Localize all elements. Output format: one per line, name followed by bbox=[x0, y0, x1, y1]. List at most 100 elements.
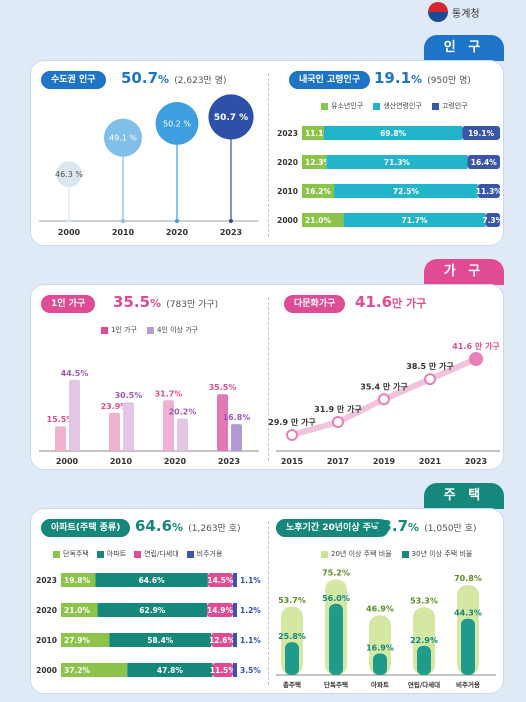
bar bbox=[177, 418, 188, 451]
bar-value-label: 12.3% bbox=[305, 158, 332, 167]
household-legend: 1인 가구 4인 이상 가구 bbox=[101, 325, 198, 335]
bar-segment bbox=[323, 126, 463, 140]
x-tick-label: 2023 bbox=[220, 228, 242, 237]
housing-age-legend: 20년 이상 주택 비율 30년 이상 주택 비율 bbox=[321, 549, 472, 559]
x-tick-label: 2023 bbox=[465, 457, 487, 466]
metro-chart: 46.3 % 2000 49.1 % 2010 50.2 % 2020 50.7 % 2023 bbox=[39, 94, 259, 237]
legend-label: 생산연령인구 bbox=[383, 102, 422, 110]
bar bbox=[285, 642, 299, 675]
bar-value-label: 3.5% bbox=[240, 666, 261, 675]
legend-label: 연립/다세대 bbox=[144, 550, 179, 558]
section-tab-population: 인 구 bbox=[424, 35, 504, 61]
x-tick-label: 2015 bbox=[281, 457, 304, 466]
y-tick-label: 2000 bbox=[36, 666, 57, 675]
bar-value-label: 21.0% bbox=[64, 606, 91, 615]
y-tick-label: 2010 bbox=[277, 187, 298, 196]
bar-segment bbox=[233, 573, 237, 587]
bar-segment bbox=[302, 126, 324, 140]
bar-value-label: 14.5% bbox=[207, 576, 234, 585]
x-tick-label: 2020 bbox=[166, 228, 189, 237]
legend-swatch bbox=[321, 550, 328, 558]
x-tick-label: 2017 bbox=[327, 457, 349, 466]
elderly-unit: % bbox=[411, 73, 423, 86]
x-tick-label: 연립/다세대 bbox=[408, 680, 440, 689]
legend-swatch bbox=[186, 550, 194, 558]
x-tick-label: 2000 bbox=[58, 228, 81, 237]
bar-segment bbox=[109, 633, 212, 647]
data-point bbox=[332, 416, 344, 429]
bar-value-label: 69.8% bbox=[380, 129, 407, 138]
old-sub: (1,050만 호) bbox=[424, 524, 477, 534]
legend-item: 1인 가구 bbox=[101, 325, 137, 335]
bar-segment bbox=[207, 573, 233, 587]
section-housing: 아파트(주택 종류) 64.6% (1,263만 호) 단독주택 아파트 연립/… bbox=[30, 508, 504, 694]
bar-value-label: 31.7% bbox=[155, 389, 183, 398]
legend-label: 고령인구 bbox=[441, 102, 468, 110]
bubble-label: 46.3 % bbox=[55, 170, 83, 179]
point-value-label: 38.5 만 가구 bbox=[406, 361, 454, 371]
stem-dot bbox=[229, 219, 233, 223]
y-tick-label: 2000 bbox=[277, 216, 298, 225]
single-sub: (783만 가구) bbox=[166, 300, 219, 310]
bar-value-label: 20.2% bbox=[169, 408, 197, 417]
bar-value-label: 71.7% bbox=[402, 216, 429, 225]
divider bbox=[268, 73, 269, 237]
stem-dot bbox=[67, 219, 71, 223]
legend-item: 30년 이상 주택 비율 bbox=[401, 549, 473, 559]
bar-value-label: 58.4% bbox=[147, 636, 174, 645]
elderly-sub: (950만 명) bbox=[427, 76, 471, 86]
bar bbox=[217, 394, 228, 451]
bar-value-label: 64.6% bbox=[139, 576, 166, 585]
bar-segment bbox=[233, 603, 237, 617]
multi-value: 41.6 bbox=[355, 293, 393, 311]
multi-unit: 만 가구 bbox=[392, 297, 427, 310]
bar-value-label: 62.9% bbox=[139, 606, 166, 615]
apt-value: 64.6 bbox=[135, 517, 173, 535]
legend-swatch bbox=[96, 550, 104, 558]
bar-value-label: 37.2% bbox=[64, 666, 91, 675]
bar bbox=[417, 645, 431, 675]
bar-segment bbox=[334, 184, 478, 198]
legend-swatch bbox=[134, 550, 142, 558]
logo: 통계청 bbox=[428, 2, 480, 22]
bar-segment bbox=[61, 663, 128, 677]
legend-item: 고령인구 bbox=[431, 101, 468, 111]
bar-value-label: 1.2% bbox=[240, 606, 261, 615]
legend-swatch bbox=[101, 326, 108, 334]
multi-pill: 다문화가구 bbox=[284, 295, 346, 313]
legend-item: 아파트 bbox=[96, 549, 126, 559]
legend-swatch bbox=[147, 326, 154, 334]
bar bbox=[55, 426, 66, 451]
x-tick-label: 2019 bbox=[373, 457, 396, 466]
legend-label: 30년 이상 주택 비율 bbox=[411, 550, 473, 558]
bubble-label: 50.7 % bbox=[214, 113, 248, 123]
legend-label: 단독주택 bbox=[63, 550, 89, 558]
legend-item: 연립/다세대 bbox=[134, 549, 179, 559]
bar-value-label: 44.3% bbox=[454, 609, 482, 618]
bar-value-label: 27.9% bbox=[64, 636, 91, 645]
y-tick-label: 2010 bbox=[36, 636, 57, 645]
old-headline: 53.7% (1,050만 호) bbox=[371, 517, 477, 535]
section-population: 수도권 인구 50.7% (2,623만 명) 내국인 고령인구 19.1% (… bbox=[30, 60, 504, 246]
bar-value-label: 11.3% bbox=[476, 187, 503, 196]
single-unit: % bbox=[150, 297, 162, 310]
old-pill: 노후기간 20년이상 주택 bbox=[276, 519, 390, 537]
legend-item: 단독주택 bbox=[53, 549, 89, 559]
bar-value-label: 53.7% bbox=[278, 596, 306, 605]
x-tick-label: 2020 bbox=[164, 457, 187, 466]
legend-swatch bbox=[321, 102, 328, 110]
bar bbox=[373, 653, 387, 675]
legend-item: 생산연령인구 bbox=[373, 101, 422, 111]
bar-value-label: 14.9% bbox=[207, 606, 234, 615]
y-tick-label: 2023 bbox=[36, 576, 57, 585]
bar bbox=[163, 400, 174, 451]
legend-item: 20년 이상 주택 비율 bbox=[321, 549, 392, 559]
bubble-label: 50.2 % bbox=[163, 119, 191, 128]
bar-segment bbox=[211, 633, 233, 647]
bar-segment bbox=[97, 603, 208, 617]
point-value-label: 35.4 만 가구 bbox=[360, 381, 408, 391]
housing-age-chart: 53.7% 25.8% 총주택 75.2% 56.0% 단독주택 46.9% 16.9% 아파트… bbox=[276, 568, 496, 689]
bar-segment bbox=[326, 155, 468, 169]
bar-segment bbox=[302, 213, 344, 227]
bubble bbox=[208, 94, 254, 140]
